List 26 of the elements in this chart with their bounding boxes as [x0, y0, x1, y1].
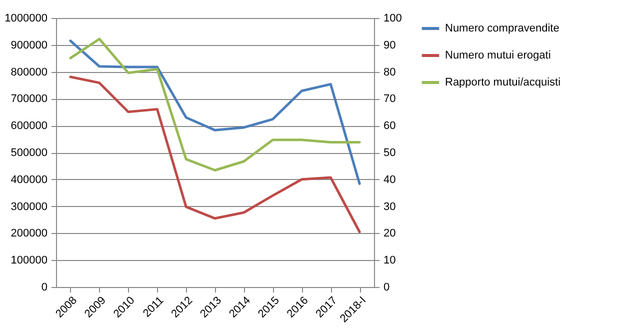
y-tick-label: 1000000	[4, 12, 48, 24]
y-tick-label: 400000	[10, 174, 48, 186]
y-tick-label: 300000	[10, 200, 48, 213]
y2-tick-label: 30	[384, 200, 396, 213]
y2-tick-label: 70	[384, 93, 396, 106]
legend-label: Rapporto mutui/acquisti	[445, 76, 561, 88]
y-tick-label: 100000	[10, 254, 48, 267]
y-tick-label: 500000	[10, 147, 48, 159]
y2-tick-label: 60	[384, 120, 396, 132]
y-tick-label: 600000	[10, 120, 48, 132]
y2-tick-label: 0	[384, 282, 390, 294]
y2-tick-label: 10	[384, 254, 396, 267]
line-series	[69, 76, 361, 234]
y2-tick-label: 90	[384, 39, 396, 52]
y-tick-label: 800000	[10, 66, 48, 78]
y2-tick-label: 50	[384, 147, 396, 159]
y2-tick-label: 20	[384, 228, 396, 240]
y2-tick-label: 100	[384, 12, 402, 24]
y-tick-label: 200000	[10, 228, 48, 240]
legend-label: Numero mutui erogati	[445, 50, 551, 62]
y2-tick-label: 40	[384, 174, 396, 186]
y2-tick-label: 80	[384, 66, 396, 78]
y-tick-label: 900000	[10, 39, 48, 52]
y-tick-label: 700000	[10, 93, 48, 106]
y-tick-label: 0	[41, 282, 48, 294]
legend-label: Numero compravendite	[445, 22, 560, 34]
